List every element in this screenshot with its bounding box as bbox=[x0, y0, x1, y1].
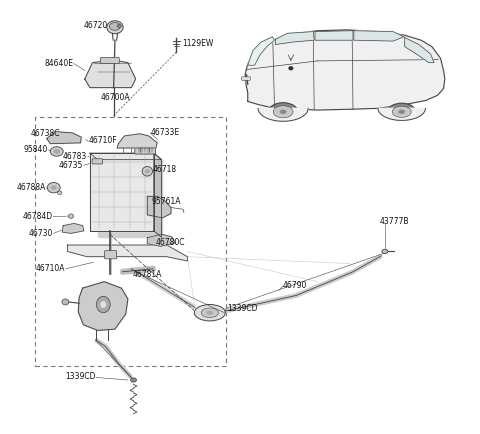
Ellipse shape bbox=[107, 21, 123, 34]
Text: 46783: 46783 bbox=[63, 152, 87, 161]
Polygon shape bbox=[62, 224, 84, 233]
Ellipse shape bbox=[62, 299, 69, 305]
Polygon shape bbox=[248, 37, 275, 65]
Text: 95761A: 95761A bbox=[152, 197, 181, 207]
Text: 46784D: 46784D bbox=[23, 212, 53, 221]
Polygon shape bbox=[154, 153, 161, 237]
Text: 43777B: 43777B bbox=[380, 217, 409, 226]
Text: 95840: 95840 bbox=[24, 145, 48, 154]
Text: 1339CD: 1339CD bbox=[65, 372, 96, 381]
FancyBboxPatch shape bbox=[100, 57, 119, 63]
Ellipse shape bbox=[194, 305, 225, 321]
Polygon shape bbox=[78, 282, 128, 330]
Polygon shape bbox=[276, 32, 314, 45]
Ellipse shape bbox=[100, 301, 107, 308]
Ellipse shape bbox=[288, 66, 293, 70]
Bar bbox=[35, 117, 226, 366]
Ellipse shape bbox=[382, 250, 388, 253]
Text: 46710A: 46710A bbox=[36, 264, 65, 273]
Ellipse shape bbox=[117, 24, 121, 27]
Ellipse shape bbox=[96, 296, 110, 313]
Polygon shape bbox=[68, 245, 187, 261]
Polygon shape bbox=[405, 38, 434, 62]
Text: 46780C: 46780C bbox=[156, 237, 185, 247]
Polygon shape bbox=[258, 108, 308, 121]
Ellipse shape bbox=[206, 311, 213, 315]
Text: 46718: 46718 bbox=[153, 165, 177, 174]
Text: 46700A: 46700A bbox=[100, 92, 130, 102]
Text: 46788A: 46788A bbox=[17, 183, 46, 192]
Polygon shape bbox=[90, 153, 154, 231]
Ellipse shape bbox=[53, 149, 60, 154]
Polygon shape bbox=[147, 234, 175, 247]
Ellipse shape bbox=[109, 23, 120, 30]
Polygon shape bbox=[315, 31, 353, 40]
Ellipse shape bbox=[273, 106, 293, 118]
Ellipse shape bbox=[47, 183, 60, 193]
Polygon shape bbox=[378, 108, 425, 120]
Text: 46720: 46720 bbox=[84, 20, 108, 30]
Polygon shape bbox=[47, 132, 81, 144]
FancyBboxPatch shape bbox=[242, 77, 251, 80]
Text: 46730: 46730 bbox=[28, 229, 53, 238]
Ellipse shape bbox=[201, 308, 218, 318]
Ellipse shape bbox=[58, 191, 62, 194]
Ellipse shape bbox=[280, 110, 287, 114]
Polygon shape bbox=[85, 60, 136, 88]
Ellipse shape bbox=[51, 185, 57, 190]
Polygon shape bbox=[117, 134, 157, 148]
Text: 46710F: 46710F bbox=[88, 136, 117, 145]
Ellipse shape bbox=[144, 169, 150, 174]
Polygon shape bbox=[90, 153, 161, 160]
Ellipse shape bbox=[398, 110, 405, 114]
Ellipse shape bbox=[268, 103, 298, 121]
FancyBboxPatch shape bbox=[135, 145, 156, 154]
Ellipse shape bbox=[392, 106, 411, 117]
FancyBboxPatch shape bbox=[92, 159, 102, 164]
Text: 46790: 46790 bbox=[283, 281, 308, 289]
Polygon shape bbox=[98, 160, 161, 237]
Polygon shape bbox=[147, 196, 171, 218]
FancyBboxPatch shape bbox=[105, 251, 117, 259]
Ellipse shape bbox=[50, 147, 63, 156]
Ellipse shape bbox=[131, 378, 136, 382]
Ellipse shape bbox=[388, 103, 416, 120]
Text: 46738C: 46738C bbox=[31, 129, 60, 138]
Text: 84640E: 84640E bbox=[44, 59, 73, 68]
Ellipse shape bbox=[68, 214, 73, 218]
Text: 46781A: 46781A bbox=[132, 270, 162, 279]
Polygon shape bbox=[354, 31, 404, 41]
Text: 46735: 46735 bbox=[59, 161, 84, 170]
Text: 1339CD: 1339CD bbox=[227, 304, 258, 313]
Polygon shape bbox=[245, 30, 445, 110]
Ellipse shape bbox=[142, 167, 153, 176]
Text: 1129EW: 1129EW bbox=[183, 39, 214, 48]
Text: 46733E: 46733E bbox=[150, 128, 180, 137]
